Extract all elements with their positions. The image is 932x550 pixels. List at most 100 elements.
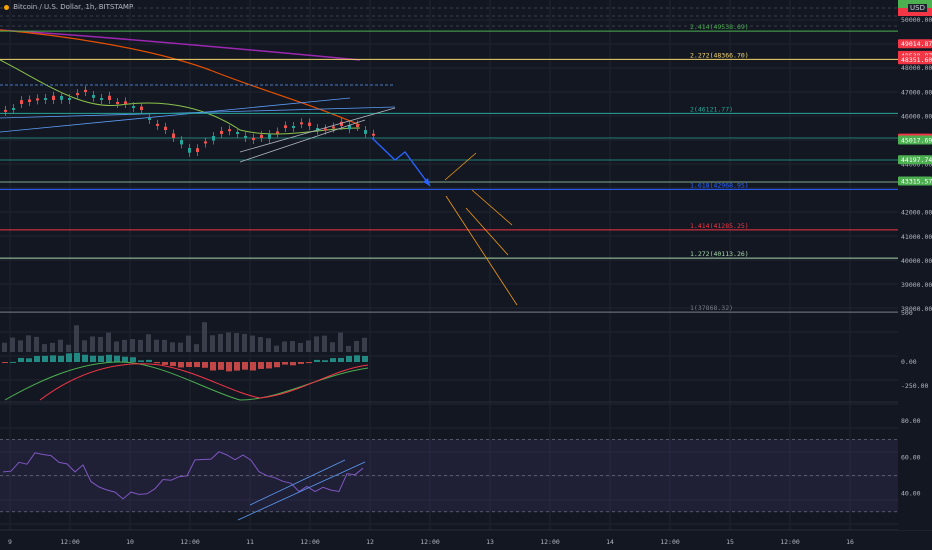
volume-bar [82,340,87,352]
volume-bar [162,339,167,352]
macd-bar [306,362,312,364]
volume-bar [354,340,359,352]
time-tick-label: 12 [366,538,374,546]
price-badge [898,39,932,49]
volume-bar [362,337,367,352]
macd-bar [10,361,16,363]
time-tick-label: 12:00 [780,538,800,546]
candle-body [156,123,159,126]
macd-bar [338,357,344,362]
status-dot-icon [4,4,9,10]
macd-bar [58,355,64,362]
volume-bar [74,325,79,352]
rsi-band [0,439,898,512]
candle-body [252,137,255,140]
macd-bar [122,356,128,362]
time-tick-label: 15 [726,538,734,546]
candle-body [92,95,95,98]
macd-bar [42,355,48,362]
projection-path [371,137,431,187]
fib-label: 2(46121.77) [690,105,733,113]
volume-bar [234,333,239,352]
macd-bar [242,362,248,370]
macd-bar [170,362,176,367]
candle-body [20,100,23,104]
time-axis[interactable]: 9 12:00 10 12:00 11 12:00 12 12:00 13 12:00 14 12:0… [8,538,854,546]
macd-tick-label: -250.00 [901,382,928,390]
volume-bar [242,333,247,352]
fib-label: 1.414(41285.25) [690,222,749,230]
time-tick-label: 10 [126,538,134,546]
arrow-head-icon [423,178,430,186]
candle-body [324,128,327,131]
price-badge-label: 49014.87 [901,40,932,48]
volume-bar [50,342,55,352]
time-tick-label: 14 [606,538,614,546]
rsi-line [2,451,364,500]
volume-bar [194,344,199,352]
macd-histogram [2,352,369,401]
candle-body [268,134,271,139]
macd-bar [106,354,112,362]
volume-bar [34,336,39,352]
rsi-pane [0,438,898,521]
candle-body [276,131,279,134]
macd-bar [154,362,160,364]
time-tick-label: 12:00 [540,538,560,546]
volume-bar [210,335,215,352]
volume-bar [330,342,335,352]
volume-bar [202,322,207,352]
grid [0,0,932,531]
fib-extension[interactable]: 2.414(49538.69) 2.272(48366.70) 2(46121.77… [0,23,898,313]
macd-bar [194,362,200,368]
candle-body [124,101,127,104]
time-tick-label: 12:00 [300,538,320,546]
candle-body [228,129,231,132]
volume-bar [338,332,343,352]
macd-bar [82,354,88,362]
candle-body [116,101,119,104]
volume-bar [66,344,71,352]
ma-green-line [0,59,361,135]
price-tick-label: 48000.00 [901,64,932,72]
fib-label: 1.272(40113.26) [690,250,749,258]
rsi-tick-label: 40.00 [901,490,921,498]
volume-bars [2,322,367,352]
rsi-tick-label: 60.00 [901,453,921,461]
volume-bar [306,340,311,352]
price-badge-label: 45017.69 [901,136,932,144]
volume-bar [18,340,23,352]
candle-body [180,140,183,145]
volume-bar [178,342,183,352]
macd-bar [18,357,24,362]
macd-bar [114,355,120,362]
candles [4,85,375,157]
fib-label: 2.272(48366.70) [690,51,749,59]
candle-body [212,136,215,141]
candle-body [12,108,15,110]
candle-body [284,125,287,128]
volume-bar [186,335,191,352]
volume-bar [154,339,159,352]
symbol-title[interactable]: Bitcoin / U.S. Dollar, 1h, BITSTAMP [4,3,133,11]
macd-line [4,361,369,401]
macd-bar [282,362,288,365]
macd-bar [178,362,184,368]
symbol-title-text: Bitcoin / U.S. Dollar, 1h, BITSTAMP [13,3,134,11]
macd-bar [274,362,280,368]
price-axis[interactable]: 50000.00 48000.00 47000.00 46000.00 44000.00… [898,0,932,530]
macd-bar [290,362,296,366]
volume-bar [250,335,255,352]
price-tick-label: 38000.00 [901,305,932,313]
time-tick-label: 12:00 [660,538,680,546]
trend-drawings[interactable] [239,107,518,306]
price-badge-label: 48351.60 [901,56,932,64]
macd-bar [138,360,144,362]
volume-bar [314,336,319,352]
candle-body [356,124,359,127]
candle-body [100,98,103,100]
price-tick-label: 50000.00 [901,16,932,24]
macd-bar [26,358,32,362]
price-tick-label: 42000.00 [901,209,932,217]
